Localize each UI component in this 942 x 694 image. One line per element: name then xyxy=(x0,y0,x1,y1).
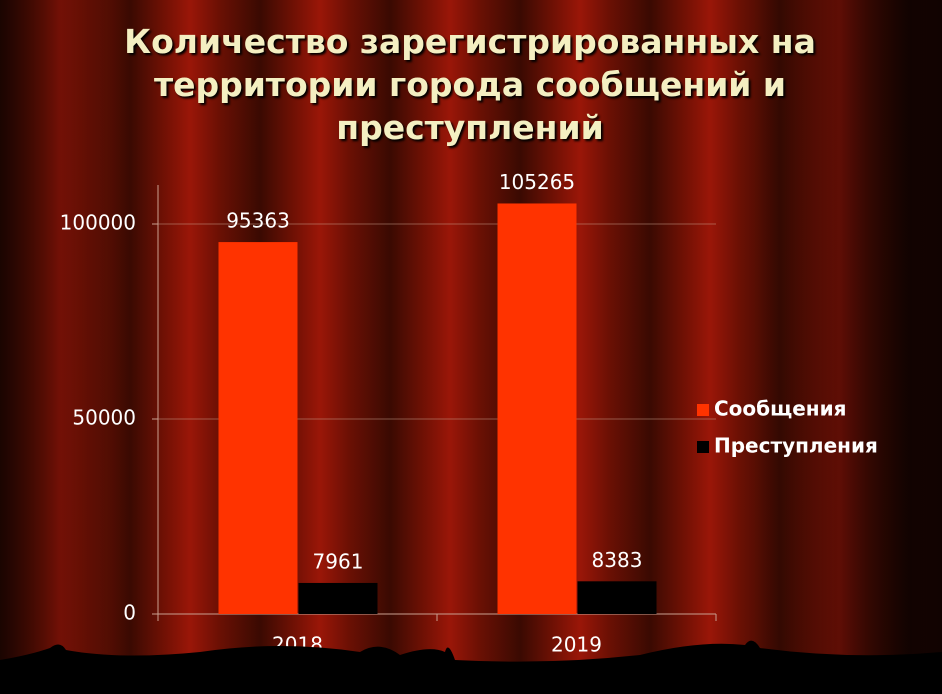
legend-label: Преступления xyxy=(714,434,878,458)
value-label: 95363 xyxy=(226,209,290,233)
legend-swatch xyxy=(697,441,709,453)
bar xyxy=(298,582,378,614)
y-tick-label: 100000 xyxy=(60,211,136,235)
x-tick-label: 2019 xyxy=(551,633,602,657)
value-label: 8383 xyxy=(592,548,643,572)
bottom-edge xyxy=(0,640,942,694)
bar xyxy=(577,581,657,614)
value-label: 105265 xyxy=(499,170,575,194)
y-tick-label: 50000 xyxy=(72,406,136,430)
legend-swatch xyxy=(697,404,709,416)
bar xyxy=(497,203,577,615)
bar xyxy=(218,242,298,615)
legend-label: Сообщения xyxy=(714,397,846,421)
y-tick-label: 0 xyxy=(123,601,136,625)
value-label: 7961 xyxy=(313,549,364,573)
chart-title: Количество зарегистрированных на террито… xyxy=(124,22,816,147)
